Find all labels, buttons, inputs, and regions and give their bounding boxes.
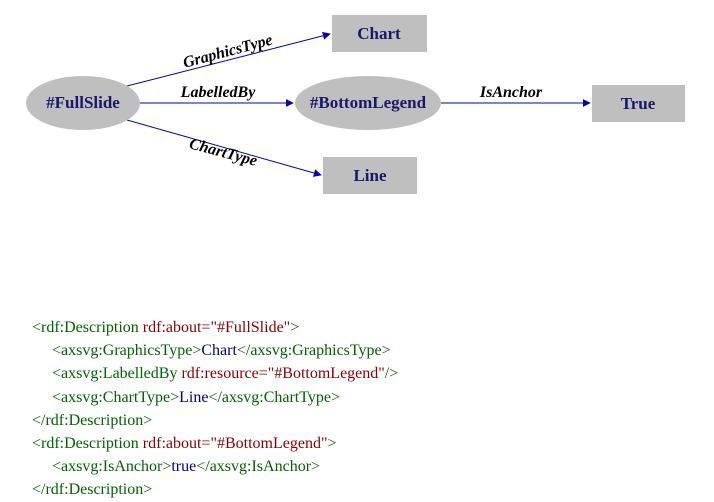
rdf-source-code: <rdf:Description rdf:about="#FullSlide">…	[32, 316, 398, 502]
code-token: <axsvg:IsAnchor>	[32, 458, 171, 475]
code-token: <axsvg:ChartType>	[32, 389, 179, 406]
code-token: rdf:about="#BottomLegend"	[139, 435, 328, 452]
node-label-chart: Chart	[357, 24, 401, 43]
node-label-line: Line	[353, 166, 387, 185]
code-token: <axsvg:LabelledBy	[32, 365, 177, 382]
code-token: </axsvg:GraphicsType>	[237, 342, 391, 359]
node-label-bottomlegend: #BottomLegend	[310, 93, 427, 112]
code-token: </axsvg:IsAnchor>	[196, 458, 320, 475]
code-token: rdf:resource="#BottomLegend"	[177, 365, 384, 382]
code-token: </rdf:Description>	[32, 412, 152, 429]
code-token: >	[290, 319, 299, 336]
node-label-true: True	[621, 94, 656, 113]
code-token: </rdf:Description>	[32, 481, 152, 498]
edge-label-labelledby: LabelledBy	[180, 84, 257, 101]
edge-label-graphicstype: GraphicsType	[181, 32, 274, 72]
code-token: <rdf:Description	[32, 319, 139, 336]
code-token: true	[171, 458, 196, 475]
code-token: <axsvg:GraphicsType>	[32, 342, 201, 359]
code-token: rdf:about="#FullSlide"	[139, 319, 290, 336]
rdf-graph-diagram: GraphicsType LabelledBy ChartType IsAnch…	[0, 0, 714, 230]
edge-label-charttype: ChartType	[187, 135, 259, 169]
code-token: >	[328, 435, 337, 452]
code-token: Chart	[201, 342, 237, 359]
edge-label-isanchor: IsAnchor	[479, 84, 543, 101]
node-label-fullslide: #FullSlide	[46, 93, 120, 112]
code-token: />	[385, 365, 398, 382]
code-token: </axsvg:ChartType>	[208, 389, 340, 406]
code-token: <rdf:Description	[32, 435, 139, 452]
code-token: Line	[179, 389, 208, 406]
